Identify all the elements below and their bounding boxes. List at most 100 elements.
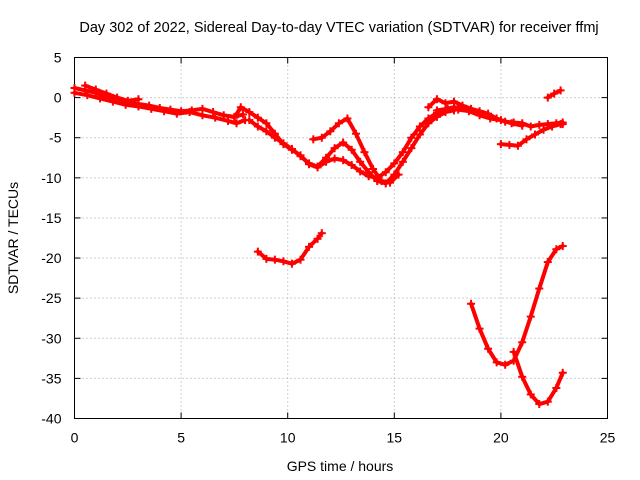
data-point xyxy=(526,390,535,399)
series-track-12 xyxy=(469,244,565,367)
series-layer xyxy=(70,81,567,409)
data-point xyxy=(334,119,343,128)
data-point xyxy=(518,372,527,381)
data-point xyxy=(496,116,505,125)
data-point xyxy=(262,127,271,136)
data-point xyxy=(360,148,369,157)
data-point xyxy=(296,255,305,264)
data-point xyxy=(407,144,416,153)
data-point xyxy=(390,159,399,168)
data-point xyxy=(407,133,416,142)
data-point xyxy=(236,103,245,112)
data-point xyxy=(262,119,271,128)
y-tick-label: 5 xyxy=(54,50,62,66)
data-point xyxy=(262,254,271,263)
data-point xyxy=(211,113,220,122)
data-point xyxy=(245,108,254,117)
data-point xyxy=(558,242,567,251)
data-point xyxy=(386,178,395,187)
data-point xyxy=(245,116,254,125)
data-point xyxy=(364,168,373,177)
y-tick-label: 0 xyxy=(54,90,62,106)
data-point xyxy=(330,154,339,163)
y-tick-label: -35 xyxy=(41,370,61,386)
data-point xyxy=(347,145,356,154)
data-point xyxy=(432,106,441,115)
y-tick-label: -30 xyxy=(41,330,61,346)
data-point xyxy=(394,170,403,179)
data-point xyxy=(356,167,365,176)
data-point xyxy=(501,360,510,369)
data-point xyxy=(507,119,516,128)
data-point xyxy=(253,247,262,256)
data-point xyxy=(322,153,331,162)
data-point xyxy=(496,140,505,149)
data-point xyxy=(550,89,559,98)
data-point xyxy=(83,91,92,100)
data-point xyxy=(513,141,522,150)
x-tick-label: 5 xyxy=(177,430,185,446)
y-tick-label: -20 xyxy=(41,250,61,266)
data-point xyxy=(134,95,143,104)
data-point xyxy=(531,130,540,139)
data-point xyxy=(509,347,518,356)
data-point xyxy=(270,255,279,264)
x-tick-label: 10 xyxy=(280,430,296,446)
x-tick-label: 0 xyxy=(71,430,79,446)
data-point xyxy=(238,110,247,119)
data-point xyxy=(454,105,463,114)
data-point xyxy=(270,133,279,142)
data-point xyxy=(505,140,514,149)
data-point xyxy=(185,108,194,117)
tick-layer: 0 5 10 15 20 25 5 0 -5 -10 -15 -20 -25 -30 -35 -40 xyxy=(41,50,615,446)
data-point xyxy=(552,245,561,254)
data-point xyxy=(441,99,450,108)
data-point xyxy=(123,96,132,105)
y-tick-label: -15 xyxy=(41,210,61,226)
data-point xyxy=(230,113,239,122)
data-point xyxy=(70,88,79,97)
data-point xyxy=(556,86,565,95)
data-point xyxy=(113,93,122,102)
data-point xyxy=(432,95,441,104)
y-tick-label: -40 xyxy=(41,411,61,427)
data-point xyxy=(347,160,356,169)
data-point xyxy=(102,89,111,98)
data-point xyxy=(351,129,360,138)
data-point xyxy=(552,384,561,393)
data-point xyxy=(539,125,548,134)
data-point xyxy=(535,120,544,129)
data-point xyxy=(449,97,458,106)
data-point xyxy=(424,119,433,128)
data-point xyxy=(147,104,156,113)
data-point xyxy=(108,97,117,106)
data-point xyxy=(253,113,262,122)
data-point xyxy=(134,102,143,111)
x-tick-label: 25 xyxy=(600,430,616,446)
data-point xyxy=(475,111,484,120)
data-point xyxy=(518,121,527,130)
data-point xyxy=(522,135,531,144)
data-point xyxy=(543,258,552,267)
data-point xyxy=(296,152,305,161)
data-point xyxy=(326,127,335,136)
data-point xyxy=(172,109,181,118)
x-tick-label: 20 xyxy=(493,430,509,446)
data-point xyxy=(415,130,424,139)
data-point xyxy=(160,107,169,116)
data-point xyxy=(424,103,433,112)
data-point xyxy=(279,257,288,266)
data-point xyxy=(535,284,544,293)
data-point xyxy=(415,122,424,131)
data-point xyxy=(543,93,552,102)
y-axis-title: SDTVAR / TECUs xyxy=(5,182,21,294)
data-point xyxy=(356,157,365,166)
data-point xyxy=(381,168,390,177)
data-point xyxy=(317,229,326,238)
data-point xyxy=(96,94,105,103)
data-point xyxy=(305,159,314,168)
data-point xyxy=(305,242,314,251)
data-point xyxy=(317,133,326,142)
